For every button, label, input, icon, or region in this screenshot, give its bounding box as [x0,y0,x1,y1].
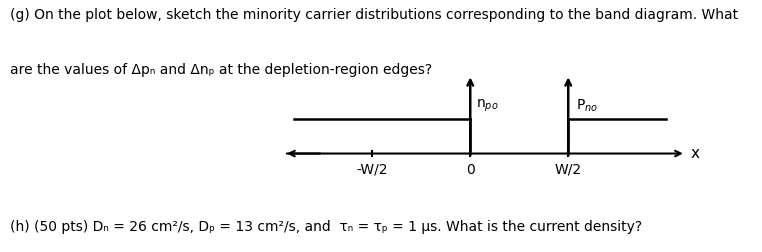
Text: W/2: W/2 [555,163,582,177]
Text: P$_{no}$: P$_{no}$ [576,98,598,114]
Text: x: x [690,146,700,161]
Text: n$_{po}$: n$_{po}$ [476,98,499,114]
Text: (g) On the plot below, sketch the minority carrier distributions corresponding t: (g) On the plot below, sketch the minori… [10,8,738,22]
Text: 0: 0 [466,163,475,177]
Text: -W/2: -W/2 [357,163,388,177]
Text: are the values of Δpₙ and Δnₚ at the depletion-region edges?: are the values of Δpₙ and Δnₚ at the dep… [10,63,432,77]
Text: (h) (50 pts) Dₙ = 26 cm²/s, Dₚ = 13 cm²/s, and  τₙ = τₚ = 1 μs. What is the curr: (h) (50 pts) Dₙ = 26 cm²/s, Dₚ = 13 cm²/… [10,220,642,234]
